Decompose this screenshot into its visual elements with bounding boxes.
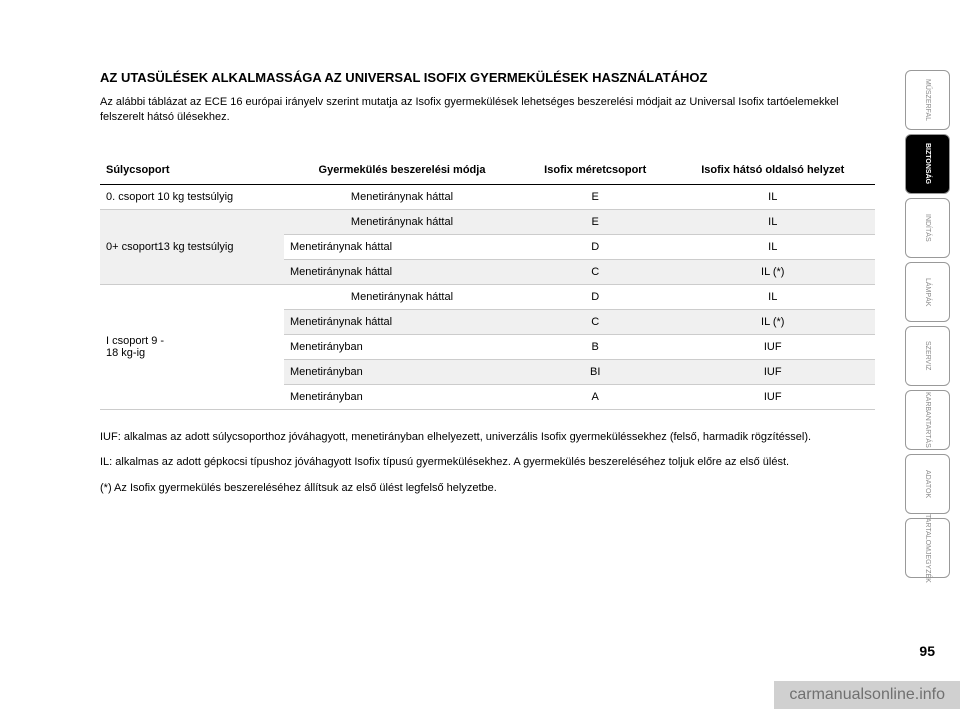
group-cell: I csoport 9 - 18 kg-ig xyxy=(100,284,284,409)
footnote-star: (*) Az Isofix gyermekülés beszereléséhez… xyxy=(100,481,875,496)
footnote-il: IL: alkalmas az adott gépkocsi típushoz … xyxy=(100,455,875,470)
data-cell: IUF xyxy=(670,384,875,409)
data-cell: Menetirányban xyxy=(284,384,520,409)
data-cell: Menetiránynak háttal xyxy=(284,184,520,209)
data-cell: C xyxy=(520,259,670,284)
sidebar-tab-4[interactable]: SZERVIZ xyxy=(905,326,950,386)
footnote-iuf: IUF: alkalmas az adott súlycsoporthoz jó… xyxy=(100,430,875,445)
data-cell: D xyxy=(520,284,670,309)
data-cell: Menetirányban xyxy=(284,359,520,384)
sidebar: MŰSZERFALBIZTONSÁGINDÍTÁSLÁMPÁKSZERVIZKA… xyxy=(905,0,960,709)
th-sizeclass: Isofix méretcsoport xyxy=(520,156,670,185)
th-position: Isofix hátsó oldalsó helyzet xyxy=(670,156,875,185)
data-cell: Menetiránynak háttal xyxy=(284,309,520,334)
sidebar-tab-3[interactable]: LÁMPÁK xyxy=(905,262,950,322)
data-cell: C xyxy=(520,309,670,334)
data-cell: IL xyxy=(670,284,875,309)
sidebar-tab-7[interactable]: TARTALOMJEGYZÉK xyxy=(905,518,950,578)
data-cell: IL xyxy=(670,234,875,259)
table-row: I csoport 9 - 18 kg-igMenetiránynak hátt… xyxy=(100,284,875,309)
data-cell: IUF xyxy=(670,359,875,384)
watermark: carmanualsonline.info xyxy=(774,681,960,709)
data-cell: Menetiránynak háttal xyxy=(284,259,520,284)
page-number: 95 xyxy=(919,643,935,659)
footnotes: IUF: alkalmas az adott súlycsoporthoz jó… xyxy=(100,430,875,496)
sidebar-tab-2[interactable]: INDÍTÁS xyxy=(905,198,950,258)
data-cell: IL (*) xyxy=(670,259,875,284)
data-cell: A xyxy=(520,384,670,409)
page-title: AZ UTASÜLÉSEK ALKALMASSÁGA AZ UNIVERSAL … xyxy=(100,70,875,85)
data-cell: BI xyxy=(520,359,670,384)
data-cell: Menetiránynak háttal xyxy=(284,234,520,259)
sidebar-tab-0[interactable]: MŰSZERFAL xyxy=(905,70,950,130)
data-cell: IL (*) xyxy=(670,309,875,334)
intro-text: Az alábbi táblázat az ECE 16 európai irá… xyxy=(100,95,875,126)
table-header-row: Súlycsoport Gyermekülés beszerelési módj… xyxy=(100,156,875,185)
table-row: 0+ csoport13 kg testsúlyigMenetiránynak … xyxy=(100,209,875,234)
group-cell: 0+ csoport13 kg testsúlyig xyxy=(100,209,284,284)
data-cell: IL xyxy=(670,209,875,234)
data-cell: B xyxy=(520,334,670,359)
sidebar-tab-1[interactable]: BIZTONSÁG xyxy=(905,134,950,194)
sidebar-tab-5[interactable]: KARBANTARTÁS xyxy=(905,390,950,450)
th-orientation: Gyermekülés beszerelési módja xyxy=(284,156,520,185)
th-group: Súlycsoport xyxy=(100,156,284,185)
data-cell: E xyxy=(520,184,670,209)
data-cell: Menetiránynak háttal xyxy=(284,284,520,309)
data-cell: Menetiránynak háttal xyxy=(284,209,520,234)
data-cell: E xyxy=(520,209,670,234)
table-row: 0. csoport 10 kg testsúlyigMenetiránynak… xyxy=(100,184,875,209)
isofix-table: Súlycsoport Gyermekülés beszerelési módj… xyxy=(100,156,875,410)
group-cell: 0. csoport 10 kg testsúlyig xyxy=(100,184,284,209)
data-cell: IUF xyxy=(670,334,875,359)
data-cell: IL xyxy=(670,184,875,209)
data-cell: D xyxy=(520,234,670,259)
data-cell: Menetirányban xyxy=(284,334,520,359)
sidebar-tab-6[interactable]: ADATOK xyxy=(905,454,950,514)
